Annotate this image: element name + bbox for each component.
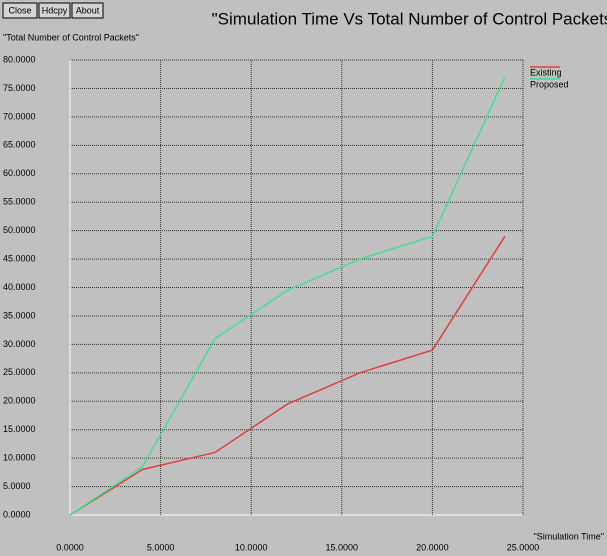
chart-title: "Simulation Time Vs Total Number of Cont… [212, 9, 607, 28]
hdcpy-button[interactable]: Hdcpy [38, 2, 71, 19]
button-label[interactable]: About [76, 5, 100, 15]
y-tick-label: 50.0000 [3, 225, 36, 235]
y-tick-label: 15.0000 [3, 424, 36, 434]
legend-label: Existing [530, 67, 562, 77]
y-tick-label: 10.0000 [3, 453, 36, 463]
x-axis-label: "Simulation Time" [534, 531, 604, 541]
y-axis-label: "Total Number of Control Packets" [3, 32, 139, 42]
close-button[interactable]: Close [2, 2, 38, 19]
y-tick-label: 5.0000 [3, 481, 31, 491]
y-tick-label: 30.0000 [3, 339, 36, 349]
y-tick-label: 65.0000 [3, 140, 36, 150]
x-tick-label: 20.0000 [416, 542, 449, 552]
y-tick-label: 70.0000 [3, 111, 36, 121]
y-tick-label: 25.0000 [3, 367, 36, 377]
button-label[interactable]: Close [8, 5, 31, 15]
y-tick-label: 75.0000 [3, 83, 36, 93]
y-tick-label: 0.0000 [3, 509, 31, 519]
x-tick-label: 5.0000 [147, 542, 175, 552]
x-tick-label: 25.0000 [507, 542, 540, 552]
y-tick-label: 45.0000 [3, 253, 36, 263]
y-tick-label: 60.0000 [3, 168, 36, 178]
legend-label: Proposed [530, 79, 569, 89]
about-button[interactable]: About [71, 2, 104, 19]
button-label[interactable]: Hdcpy [42, 5, 68, 15]
y-tick-label: 35.0000 [3, 310, 36, 320]
x-tick-label: 10.0000 [235, 542, 268, 552]
y-tick-label: 55.0000 [3, 197, 36, 207]
y-tick-label: 80.0000 [3, 54, 36, 64]
series-line [69, 76, 506, 516]
x-tick-label: 0.0000 [56, 542, 84, 552]
series-line [69, 235, 506, 516]
y-tick-label: 40.0000 [3, 282, 36, 292]
x-tick-label: 15.0000 [326, 542, 359, 552]
y-tick-label: 20.0000 [3, 396, 36, 406]
